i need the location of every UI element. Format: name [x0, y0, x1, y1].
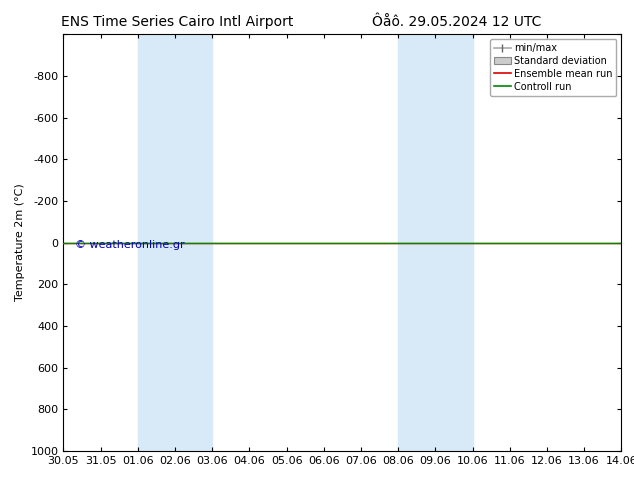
Bar: [398, 34, 472, 451]
Text: Ôåô. 29.05.2024 12 UTC: Ôåô. 29.05.2024 12 UTC: [372, 15, 541, 29]
Text: © weatheronline.gr: © weatheronline.gr: [75, 241, 184, 250]
Bar: [138, 34, 212, 451]
Text: ENS Time Series Cairo Intl Airport: ENS Time Series Cairo Intl Airport: [61, 15, 294, 29]
Legend: min/max, Standard deviation, Ensemble mean run, Controll run: min/max, Standard deviation, Ensemble me…: [489, 39, 616, 96]
Y-axis label: Temperature 2m (°C): Temperature 2m (°C): [15, 184, 25, 301]
